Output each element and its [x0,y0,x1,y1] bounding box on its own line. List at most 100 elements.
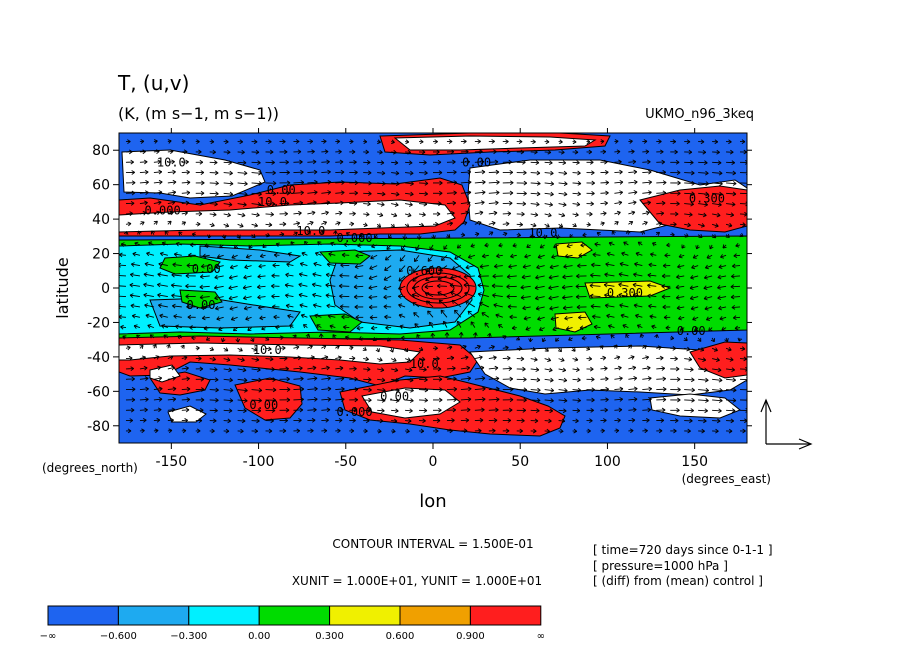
wind-arrow [516,201,527,207]
wind-arrow [572,408,581,413]
wind-arrow [181,200,190,206]
wind-arrow [460,159,471,165]
wind-arrow [544,223,550,228]
wind-arrow [424,284,434,290]
wind-arrow [318,333,324,338]
wind-arrow [265,212,274,217]
wind-arrow [181,428,187,434]
colorbar-swatch [329,605,401,626]
wind-arrow [325,272,336,278]
wind-arrow [416,334,421,339]
wind-arrow [614,210,621,216]
wind-arrow [705,316,713,321]
wind-arrow [474,169,486,175]
wind-arrow [600,407,608,413]
wind-arrow [562,295,573,300]
wind-arrow [474,220,482,226]
wind-arrow [433,428,439,434]
wind-arrow [321,200,331,206]
wind-arrow [209,160,218,165]
wind-arrow [431,234,436,240]
wind-arrow [537,254,545,259]
wind-arrow [642,179,652,185]
wind-arrow [725,357,734,362]
wind-arrow [349,159,357,165]
wind-arrow [460,179,472,185]
wind-arrow [143,282,154,288]
wind-arrow [349,397,359,403]
wind-arrow [474,179,486,185]
wind-arrow [401,244,406,251]
wind-arrow [355,253,364,259]
wind-arrow [725,212,735,218]
wind-arrow [335,200,344,206]
wind-arrow [680,326,685,331]
wind-arrow [711,234,717,239]
wind-arrow [675,295,685,300]
wind-arrow [370,254,378,260]
wind-arrow [312,303,322,308]
wind-arrow [153,417,161,423]
wind-arrow [632,293,643,298]
wind-arrow [572,387,582,393]
wind-arrow [628,139,633,144]
wind-arrow [614,376,623,381]
contour-label: 0.00 [267,183,296,197]
wind-arrow [279,345,286,351]
wind-arrow [391,202,399,207]
wind-arrow [642,417,650,423]
wind-arrow [740,428,746,434]
wind-arrow [399,254,406,262]
wind-arrow [474,386,486,392]
wind-arrow [279,159,289,165]
wind-arrow [209,139,215,145]
wind-arrow [293,200,304,206]
wind-arrow [656,149,664,155]
wind-arrow [167,417,174,423]
wind-arrow [279,221,287,227]
wind-arrow [642,355,650,360]
wind-arrow [119,304,127,309]
wind-arrow [251,181,263,186]
wind-arrow [599,345,604,350]
wind-arrow [697,347,705,352]
wind-arrow [335,345,340,350]
level-region-slightly-positive [179,289,223,309]
wind-arrow [488,397,500,402]
wind-arrow [426,265,434,273]
wind-arrow [634,262,643,267]
wind-arrow [153,220,158,225]
wind-arrow [530,418,539,424]
wind-arrow [125,200,135,206]
wind-arrow [488,345,495,350]
wind-arrow [454,309,462,318]
wind-arrow [265,397,277,403]
wind-arrow [237,377,248,383]
wind-arrow [279,407,290,413]
wind-arrow [251,408,262,414]
wind-arrow [726,428,733,434]
wind-arrow [223,357,231,362]
wind-arrow [335,407,344,413]
wind-arrow [433,356,440,361]
colorbar-swatch [469,605,542,626]
wind-arrow [730,294,741,300]
wind-arrow [385,254,392,261]
wind-arrow [329,324,336,329]
wind-arrow [233,244,239,249]
wind-arrow [460,169,472,175]
wind-arrow [377,367,385,373]
wind-arrow [326,262,336,267]
wind-arrow [401,335,406,341]
wind-arrow [433,159,442,165]
wind-arrow [710,337,715,343]
wind-arrow [458,332,464,338]
wind-arrow [290,241,295,246]
wind-arrow [293,418,302,423]
wind-arrow [670,149,678,155]
wind-arrow [722,244,727,249]
wind-arrow [377,212,384,218]
wind-arrow [321,179,332,185]
wind-arrow [419,387,429,393]
